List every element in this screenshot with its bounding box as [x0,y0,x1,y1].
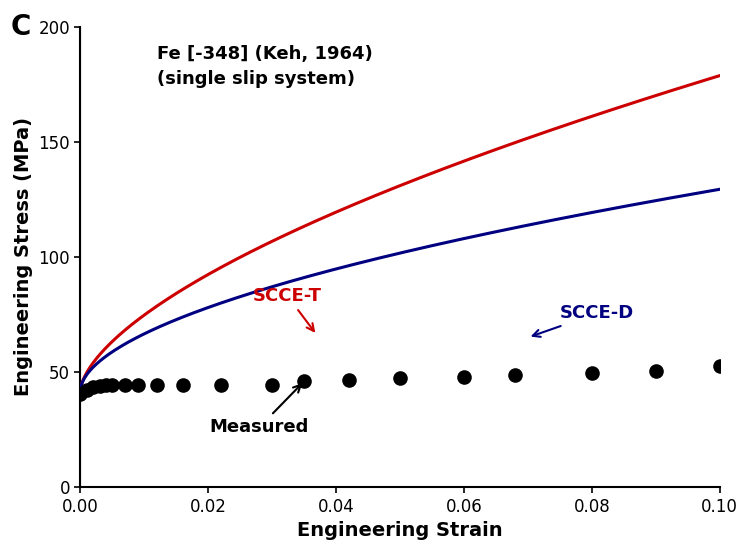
Y-axis label: Engineering Stress (MPa): Engineering Stress (MPa) [14,117,33,397]
Point [107,380,119,389]
Point [87,383,99,392]
Point [120,380,132,389]
Point [132,380,144,389]
Text: SCCE-D: SCCE-D [532,304,634,337]
Point [650,366,662,375]
Point [94,381,106,390]
Point [714,362,726,371]
Text: Measured: Measured [210,385,309,436]
Text: SCCE-T: SCCE-T [253,287,322,331]
Text: Fe [-348] (Keh, 1964): Fe [-348] (Keh, 1964) [157,45,373,63]
Point [299,377,311,386]
Point [586,369,598,378]
X-axis label: Engineering Strain: Engineering Strain [297,521,503,540]
Point [151,380,163,389]
Point [266,380,278,389]
Point [177,380,189,389]
Point [343,376,355,384]
Point [394,373,406,382]
Point [100,380,112,389]
Point [509,371,521,380]
Point [74,389,86,398]
Text: C: C [11,13,31,41]
Text: (single slip system): (single slip system) [157,70,355,89]
Point [81,386,93,395]
Point [215,380,227,389]
Point [458,372,470,381]
